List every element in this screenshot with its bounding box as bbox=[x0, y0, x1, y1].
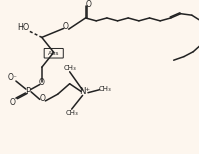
Text: CH₃: CH₃ bbox=[63, 65, 76, 71]
Text: CH₃: CH₃ bbox=[99, 86, 112, 92]
Text: O: O bbox=[10, 98, 16, 107]
FancyBboxPatch shape bbox=[44, 49, 63, 58]
Text: O: O bbox=[63, 22, 69, 31]
Text: CH₃: CH₃ bbox=[65, 110, 78, 116]
Text: O⁻: O⁻ bbox=[8, 73, 18, 81]
Text: HO: HO bbox=[17, 23, 29, 32]
Text: O: O bbox=[39, 78, 45, 87]
Text: N⁺: N⁺ bbox=[79, 87, 90, 96]
Text: P: P bbox=[25, 87, 30, 96]
Text: O: O bbox=[40, 94, 46, 103]
Text: O: O bbox=[85, 0, 91, 9]
Text: Abs: Abs bbox=[48, 51, 60, 56]
